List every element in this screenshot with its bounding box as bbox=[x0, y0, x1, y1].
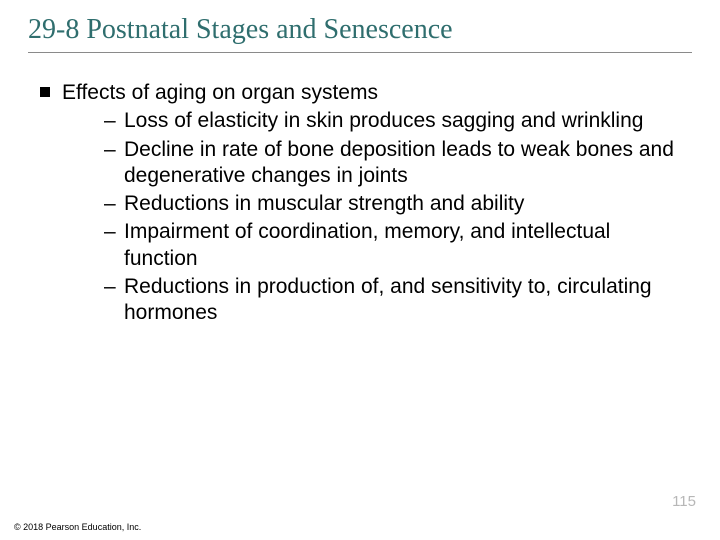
sub-bullet-item: Reductions in production of, and sensiti… bbox=[104, 274, 680, 327]
sub-bullet-text: Reductions in production of, and sensiti… bbox=[124, 275, 652, 324]
sub-bullet-text: Impairment of coordination, memory, and … bbox=[124, 220, 610, 269]
sub-bullet-text: Reductions in muscular strength and abil… bbox=[124, 192, 524, 215]
page-number: 115 bbox=[672, 493, 696, 510]
sub-bullet-item: Loss of elasticity in skin produces sagg… bbox=[104, 108, 680, 134]
sub-bullet-item: Impairment of coordination, memory, and … bbox=[104, 219, 680, 272]
sub-bullet-item: Decline in rate of bone deposition leads… bbox=[104, 137, 680, 190]
sub-bullet-list: Loss of elasticity in skin produces sagg… bbox=[62, 108, 680, 326]
copyright-text: © 2018 Pearson Education, Inc. bbox=[14, 522, 141, 532]
sub-bullet-text: Decline in rate of bone deposition leads… bbox=[124, 138, 674, 187]
sub-bullet-text: Loss of elasticity in skin produces sagg… bbox=[124, 109, 643, 132]
headline-text: Effects of aging on organ systems bbox=[62, 81, 378, 104]
slide-title: 29-8 Postnatal Stages and Senescence bbox=[28, 14, 692, 53]
sub-bullet-item: Reductions in muscular strength and abil… bbox=[104, 191, 680, 217]
headline-bullet: Effects of aging on organ systems Loss o… bbox=[40, 80, 680, 326]
slide-body: Effects of aging on organ systems Loss o… bbox=[40, 80, 680, 330]
slide: 29-8 Postnatal Stages and Senescence Eff… bbox=[0, 0, 720, 540]
